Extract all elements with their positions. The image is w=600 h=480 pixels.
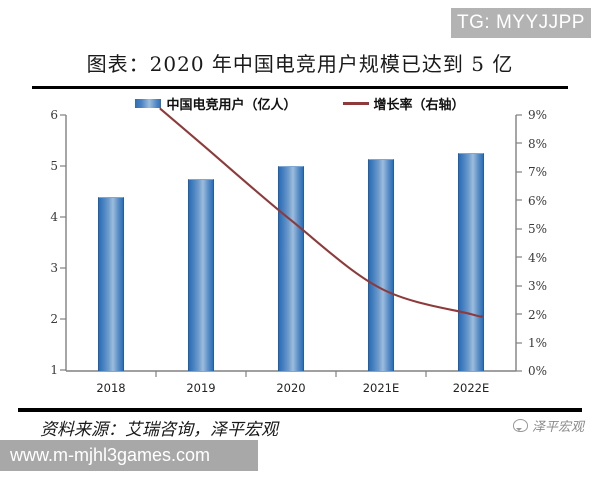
y2-axis-tick-1: 1% [528, 336, 548, 350]
footer-divider [18, 408, 582, 412]
site-watermark: www.m-mjhl3games.com [0, 440, 258, 471]
chart-title: 图表：2020 年中国电竞用户规模已达到 5 亿 [86, 52, 514, 76]
y-axis-tick-1: 1 [50, 363, 58, 377]
y-axis-tick-3: 3 [50, 261, 58, 275]
x-axis-label-2019: 2019 [186, 381, 216, 395]
publisher-name: 泽平宏观 [531, 420, 584, 435]
y2-axis-tick-6: 6% [528, 194, 548, 208]
y2-axis-tick-3: 3% [528, 279, 548, 293]
source-note: 资料来源：艾瑞咨询，泽平宏观 [40, 420, 278, 440]
y2-axis-tick-7: 7% [528, 165, 548, 179]
bar-2020 [278, 166, 304, 371]
bar-2018 [98, 196, 124, 371]
y-axis-tick-6: 6 [50, 108, 58, 122]
y2-axis-tick-4: 4% [528, 251, 548, 265]
x-axis-label-2018: 2018 [96, 381, 126, 395]
bar-2021E [368, 158, 394, 371]
y-axis-tick-2: 2 [50, 312, 58, 326]
y-axis-tick-4: 4 [50, 210, 58, 224]
legend-line-swatch-icon [342, 102, 369, 105]
publisher-logo: 泽平宏观 [512, 416, 584, 435]
x-axis-label-2021E: 2021E [362, 381, 400, 395]
wechat-icon [512, 419, 528, 432]
bar-2022E [458, 153, 484, 371]
telegram-watermark-badge: TG: MYYJJPP [451, 8, 591, 38]
y-axis-tick-5: 5 [50, 159, 58, 173]
y2-axis-tick-5: 5% [528, 222, 548, 236]
bar-2019 [188, 179, 214, 371]
title-divider [32, 86, 568, 89]
y2-axis-tick-8: 8% [528, 137, 548, 151]
y2-axis-tick-9: 9% [528, 108, 548, 122]
y2-axis-tick-0: 0% [528, 364, 548, 378]
legend-bar-swatch-icon [135, 99, 162, 108]
x-axis-label-2020: 2020 [276, 381, 306, 395]
x-axis-label-2022E: 2022E [452, 381, 490, 395]
y2-axis-tick-2: 2% [528, 308, 548, 322]
